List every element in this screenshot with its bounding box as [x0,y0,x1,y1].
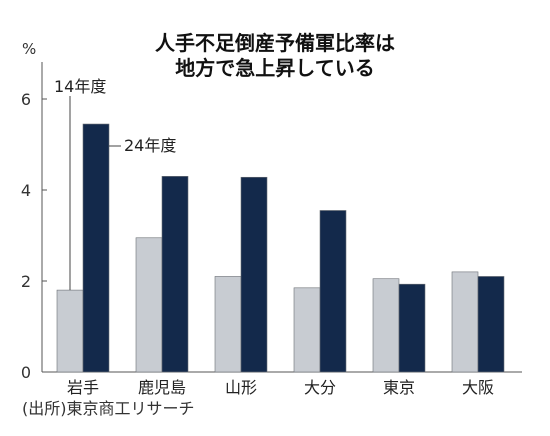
bar-14 [135,237,163,373]
y-tick-label: 0 [21,363,31,382]
chart-title: 人手不足倒産予備軍比率は [155,31,395,55]
category-label: 大阪 [462,378,494,397]
y-tick-label: 6 [21,90,31,109]
y-unit-label: % [22,40,36,58]
bar-24 [319,210,347,373]
bar-24 [82,123,110,373]
annotation-14-label: 14年度 [54,77,106,96]
bar-24 [398,283,426,373]
y-tick-label: 2 [21,272,31,291]
bar-24 [240,176,268,373]
bar-24 [161,176,189,373]
bar-14 [56,289,84,373]
bar-14 [214,276,242,373]
category-label: 鹿児島 [138,378,186,397]
category-label: 大分 [304,378,336,397]
category-label: 東京 [383,378,415,397]
bar-14 [293,287,321,373]
annotation-24-label: 24年度 [124,136,176,155]
bar-14 [451,271,479,373]
bar-14 [372,278,400,373]
chart-subtitle: 地方で急上昇している [175,56,374,80]
category-label: 山形 [225,378,257,397]
source-note: (出所)東京商工リサーチ [22,399,195,418]
category-label: 岩手 [67,378,99,397]
bar-24 [477,276,505,373]
y-tick-label: 4 [21,181,31,200]
